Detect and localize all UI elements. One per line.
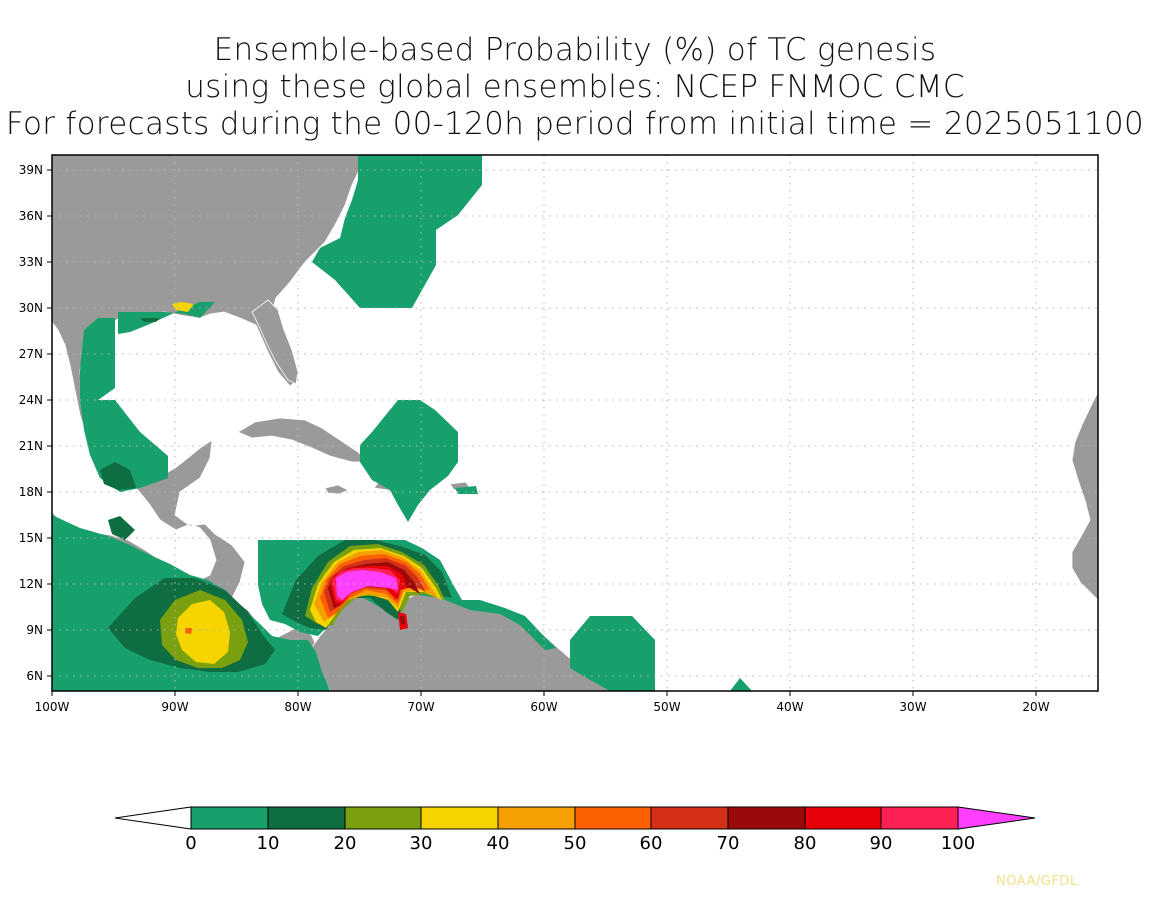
colorbar-label: 80 [794,833,817,854]
colorbar-segment [420,806,499,830]
colorbar-segment [804,806,882,830]
map-frame [51,154,1099,692]
colorbar-segment [497,806,576,830]
colorbar-label: 100 [941,833,975,854]
lon-tick-label: 90W [161,700,188,714]
colorbar-label: 10 [257,833,280,854]
lon-tick-label: 100W [35,700,70,714]
map-title: Ensemble-based Probability (%) of TC gen… [0,32,1150,143]
lat-tick-label: 6N [26,669,43,683]
lon-tick-label: 40W [776,700,803,714]
colorbar-segment [344,806,422,830]
lat-tick-label: 30N [19,301,43,315]
colorbar-segment [650,806,729,830]
prob-10-20-tehuantepec [108,516,135,540]
credit-label: NOAA/GFDL [996,874,1078,889]
title-line-2: using these global ensembles: NCEP FNMOC… [185,69,965,105]
lon-tick-label: 80W [284,700,311,714]
title-line-3: For forecasts during the 00-120h period … [5,106,1145,142]
colorbar-segment [267,806,346,830]
lat-tick-label: 21N [19,439,43,453]
lat-tick-label: 15N [19,531,43,545]
lon-tick-label: 30W [899,700,926,714]
lat-tick-label: 24N [19,393,43,407]
lat-tick-label: 27N [19,347,43,361]
colorbar-segment [190,806,269,830]
prob-0-10-gulf-coast [118,302,215,334]
prob-0-10-hispaniola [360,400,458,522]
prob-70-80-venezuela-tip [400,616,405,624]
prob-10-20-gulf-coast [140,318,160,322]
lat-tick-label: 18N [19,485,43,499]
title-line-1: Ensemble-based Probability (%) of TC gen… [213,32,937,68]
colorbar-segment-over [957,806,1036,830]
land-jamaica [324,484,349,495]
colorbar-label: 60 [640,833,663,854]
lon-tick-label: 20W [1022,700,1049,714]
colorbar-segment [880,806,959,830]
lon-tick-label: 60W [530,700,557,714]
prob-100-caribbean [336,570,398,600]
lat-tick-label: 12N [19,577,43,591]
prob-30-40-east-pacific [176,600,230,664]
prob-0-10-guiana [570,616,655,691]
lon-tick-label: 70W [407,700,434,714]
lat-tick-label: 9N [26,623,43,637]
colorbar-label: 50 [564,833,587,854]
colorbar-label: 30 [410,833,433,854]
lat-tick-label: 36N [19,209,43,223]
lat-tick-label: 33N [19,255,43,269]
colorbar-label: 40 [487,833,510,854]
land-africa [1071,391,1098,601]
lat-tick-label: 39N [19,163,43,177]
colorbar-segment-under [114,806,192,830]
prob-40-50-east-pacific [185,628,192,634]
colorbar-label: 90 [870,833,893,854]
prob-10-20-mexico-coast [100,462,136,490]
prob-20-30-gulf-coast [172,302,194,312]
prob-0-10-atlantic-dot [730,678,752,691]
lon-axis: 100W 90W 80W 70W 60W 50W 40W 30W 20W [35,691,1050,714]
colorbar-segment [574,806,652,830]
colorbar-labels: 0 10 20 30 40 50 60 70 80 90 100 [185,833,975,854]
colorbar-label: 0 [185,833,196,854]
prob-0-10-atlantic-north [312,155,482,308]
lon-tick-label: 50W [653,700,680,714]
colorbar-label: 20 [334,833,357,854]
colorbar-label: 70 [717,833,740,854]
prob-0-10-mexico-gulf [80,318,168,492]
colorbar [114,806,1036,830]
colorbar-segment [727,806,806,830]
lat-axis: 39N 36N 33N 30N 27N 24N 21N 18N 15N 12N … [19,163,52,683]
